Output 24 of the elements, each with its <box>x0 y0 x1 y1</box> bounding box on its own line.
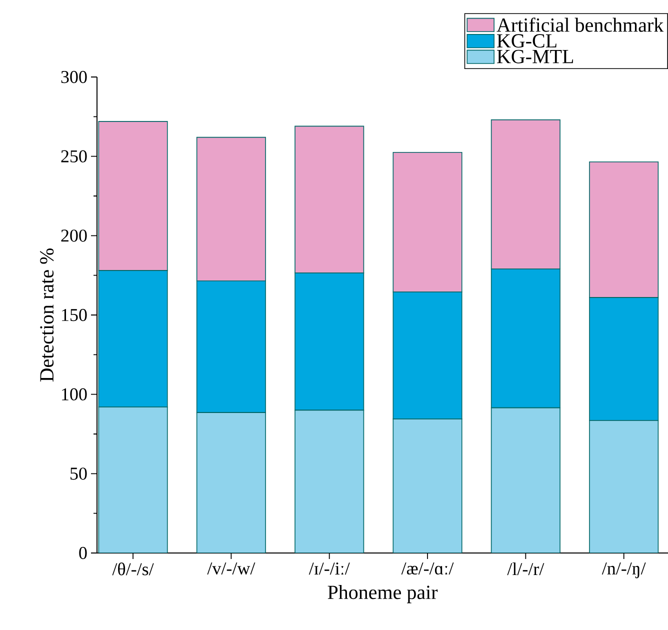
bar <box>589 420 659 553</box>
y-tick-label: 200 <box>61 230 87 242</box>
x-tick-label: /ɪ/-/iː/ <box>308 562 350 575</box>
x-tick-label: /n/-/ŋ/ <box>602 562 646 578</box>
bar <box>196 412 266 553</box>
x-tick-label: /æ/-/ɑː/ <box>401 562 454 575</box>
x-tick-label: /v/-/w/ <box>207 562 256 575</box>
legend-label: KG-CL <box>497 34 556 48</box>
y-tick-label: 150 <box>62 308 87 322</box>
y-tick-label: 100 <box>62 388 87 400</box>
y-tick-label: 250 <box>61 150 87 162</box>
bar <box>294 410 364 553</box>
x-axis-title: Phoneme pair <box>328 585 438 604</box>
x-tick-label: /l/-/r/ <box>507 562 544 576</box>
legend-label: Artificial benchmark <box>496 18 664 32</box>
y-tick-label: 50 <box>70 468 87 480</box>
bar <box>490 407 560 553</box>
legend-label: KG-MTL <box>497 50 574 64</box>
y-axis-title: Detection rate % <box>40 248 54 382</box>
y-tick-label: 0 <box>79 546 87 560</box>
x-tick-label: /θ/-/s/ <box>112 562 154 576</box>
bar <box>392 418 462 553</box>
y-tick-label: 300 <box>61 70 87 84</box>
bar <box>98 406 168 553</box>
